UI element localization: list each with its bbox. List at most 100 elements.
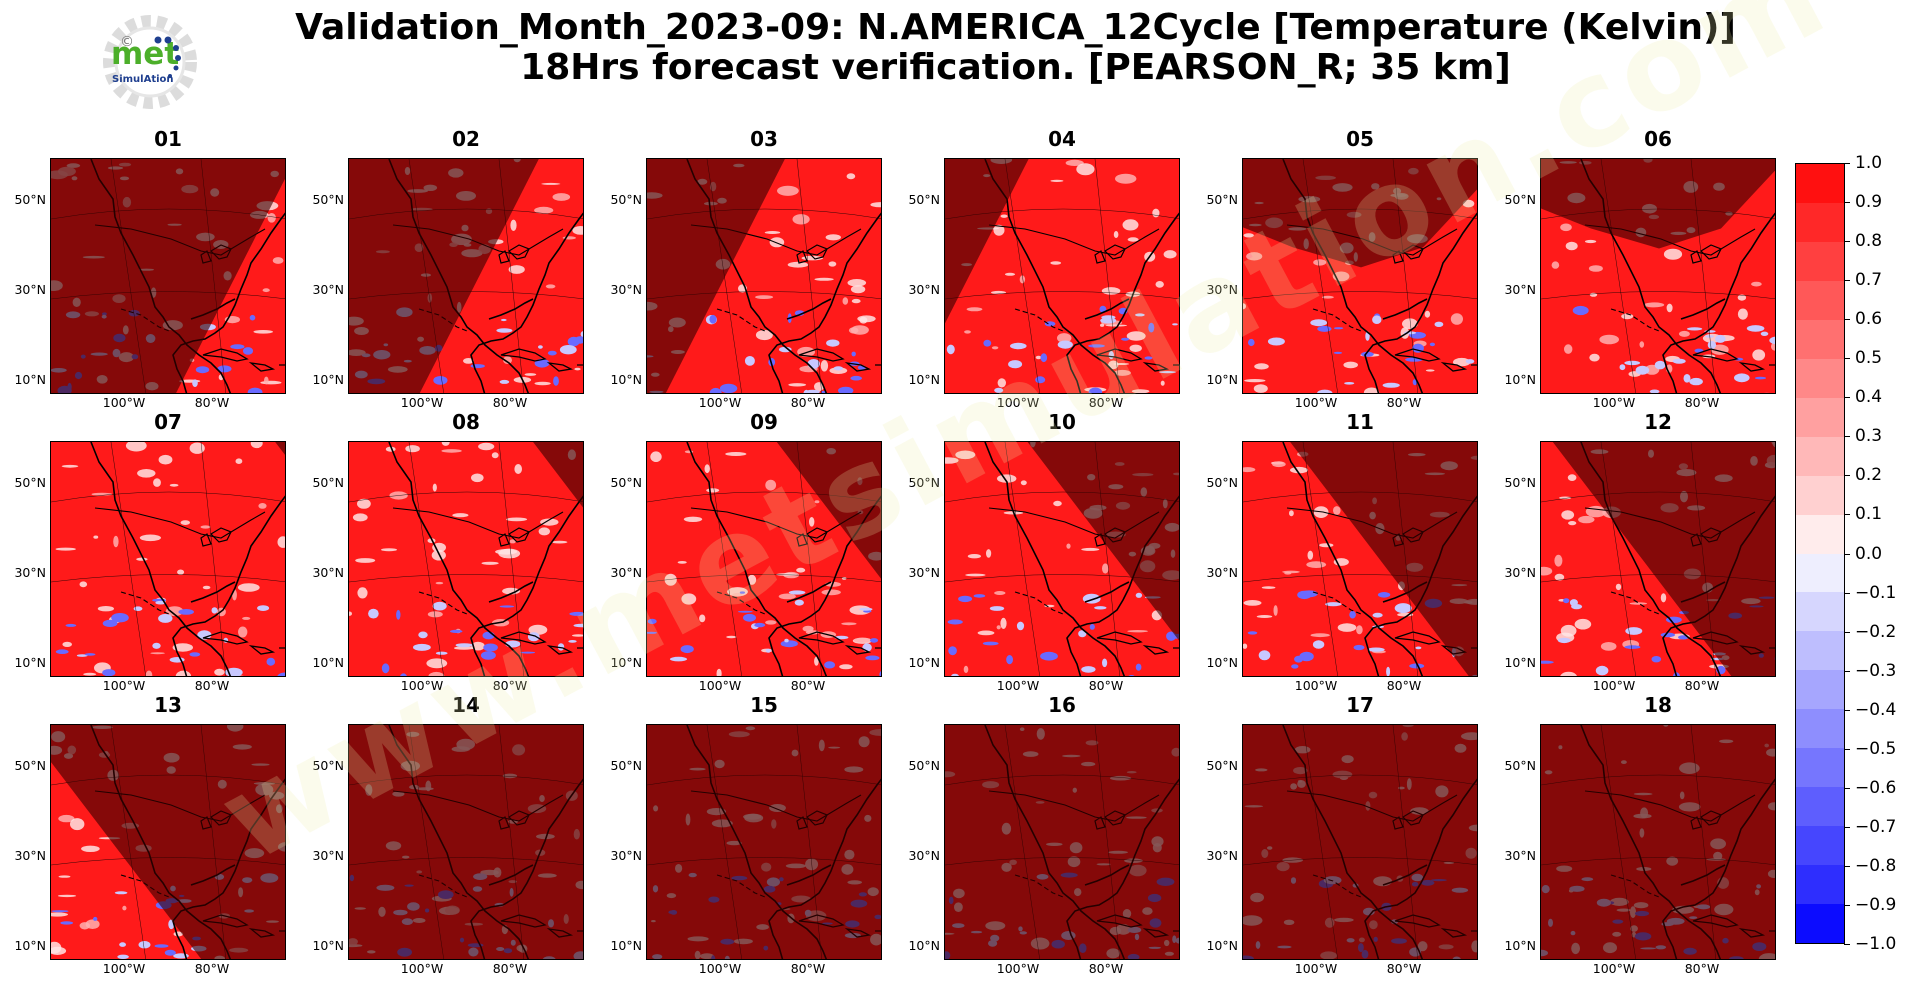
low-correlation-patch — [1127, 630, 1148, 633]
negative-correlation-patch — [496, 328, 513, 333]
latitude-label: 30°N — [908, 565, 940, 580]
low-correlation-patch — [524, 373, 537, 376]
figure-title-line-2: 18Hrs forecast verification. [PEARSON_R;… — [520, 47, 1511, 88]
latitude-label: 10°N — [610, 655, 642, 670]
low-correlation-patch — [1243, 643, 1248, 649]
negative-correlation-patch — [1769, 336, 1775, 345]
negative-correlation-patch — [569, 611, 583, 616]
negative-correlation-patch — [435, 651, 448, 655]
negative-correlation-patch — [505, 640, 521, 648]
panel-title: 16 — [1048, 693, 1076, 717]
panel-title: 12 — [1644, 410, 1672, 434]
colorbar-segment — [1796, 709, 1844, 749]
negative-correlation-patch — [1572, 305, 1589, 316]
low-correlation-patch — [250, 442, 263, 449]
latitude-label: 30°N — [610, 848, 642, 863]
low-correlation-patch — [1343, 361, 1358, 369]
graticule-line — [51, 574, 285, 583]
negative-correlation-patch — [557, 643, 565, 651]
night-shading — [1541, 159, 1775, 249]
low-correlation-patch — [491, 452, 499, 459]
negative-correlation-patch — [1172, 323, 1178, 326]
low-correlation-patch — [503, 356, 512, 364]
colorbar-tick-label: 0.9 — [1855, 192, 1883, 213]
island-coastline — [202, 631, 285, 655]
colorbar-segment — [1796, 319, 1844, 360]
night-shading — [1243, 159, 1477, 268]
negative-correlation-patch — [1660, 632, 1675, 638]
negative-correlation-patch — [1291, 664, 1299, 669]
latitude-label: 50°N — [1504, 758, 1536, 773]
low-correlation-patch — [139, 534, 161, 542]
low-correlation-patch — [1126, 331, 1146, 341]
low-correlation-patch — [235, 458, 243, 464]
colorbar-segment — [1796, 787, 1844, 827]
negative-correlation-patch — [1760, 331, 1769, 336]
graticule-line — [200, 442, 226, 676]
low-correlation-patch — [57, 894, 77, 898]
negative-correlation-patch — [450, 629, 463, 633]
negative-correlation-patch — [709, 314, 717, 324]
low-correlation-patch — [534, 381, 551, 386]
negative-correlation-patch — [1333, 351, 1343, 354]
low-correlation-patch — [1272, 461, 1286, 468]
negative-correlation-patch — [1734, 373, 1750, 383]
latitude-label: 50°N — [312, 475, 344, 490]
latitude-label: 30°N — [908, 282, 940, 297]
colorbar-tick — [1844, 787, 1850, 789]
negative-correlation-patch — [1325, 602, 1342, 607]
forecast-map-panel — [1540, 724, 1776, 960]
low-correlation-patch — [150, 652, 165, 655]
low-correlation-patch — [1290, 466, 1308, 474]
low-correlation-patch — [755, 329, 773, 341]
longitude-label: 100°W — [1592, 395, 1636, 410]
low-correlation-patch — [552, 193, 571, 201]
night-shading — [945, 159, 1029, 393]
low-correlation-patch — [541, 182, 561, 185]
low-correlation-patch — [966, 307, 983, 312]
low-correlation-patch — [1333, 506, 1341, 515]
low-correlation-patch — [1282, 570, 1300, 574]
night-shading — [51, 725, 285, 959]
low-correlation-patch — [1578, 515, 1595, 524]
negative-correlation-patch — [1088, 387, 1103, 393]
negative-correlation-patch — [824, 661, 836, 669]
negative-correlation-patch — [102, 619, 118, 627]
forecast-map-panel — [1242, 158, 1478, 394]
colorbar-segment — [1796, 553, 1844, 593]
latitude-label: 30°N — [312, 848, 344, 863]
latitude-label: 50°N — [610, 192, 642, 207]
longitude-label: 100°W — [698, 395, 742, 410]
low-correlation-patch — [1307, 550, 1314, 560]
negative-correlation-patch — [1081, 666, 1096, 673]
negative-correlation-patch — [1008, 360, 1023, 369]
negative-correlation-patch — [1361, 351, 1374, 357]
negative-correlation-patch — [197, 630, 212, 640]
graticule-line — [1004, 159, 1040, 393]
negative-correlation-patch — [1089, 624, 1095, 630]
low-correlation-patch — [681, 593, 697, 605]
longitude-label: 100°W — [1294, 961, 1338, 976]
correlation-field — [51, 442, 285, 676]
low-correlation-patch — [534, 206, 554, 214]
low-correlation-patch — [202, 585, 211, 590]
low-correlation-patch — [1100, 323, 1105, 327]
latitude-label: 10°N — [14, 938, 46, 953]
negative-correlation-patch — [368, 608, 379, 619]
negative-correlation-patch — [1128, 675, 1135, 676]
negative-correlation-patch — [737, 610, 753, 613]
latitude-label: 30°N — [1504, 848, 1536, 863]
negative-correlation-patch — [1557, 637, 1571, 644]
negative-correlation-patch — [381, 663, 390, 674]
low-correlation-patch — [1589, 292, 1598, 297]
low-correlation-patch — [238, 626, 248, 638]
low-correlation-patch — [349, 611, 352, 616]
colorbar-tick — [1844, 709, 1850, 711]
low-correlation-patch — [1081, 547, 1100, 551]
colorbar-tick-label: 0.0 — [1855, 543, 1883, 564]
low-correlation-patch — [427, 611, 443, 618]
negative-correlation-patch — [1569, 599, 1578, 607]
low-correlation-patch — [805, 630, 820, 635]
correlation-field — [349, 442, 583, 676]
longitude-label: 100°W — [400, 395, 444, 410]
